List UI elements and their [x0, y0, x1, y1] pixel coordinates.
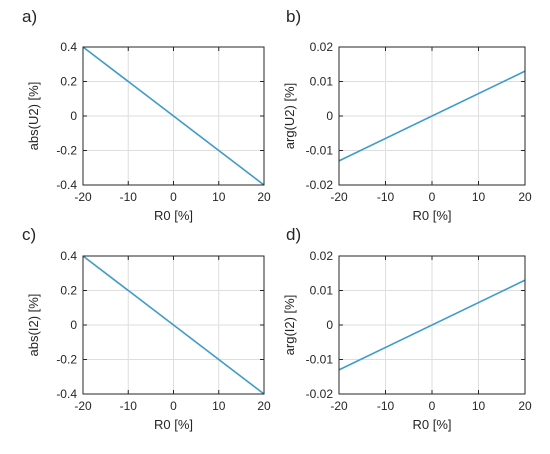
x-tick-label: 10 [472, 399, 486, 413]
x-tick-label: 0 [429, 399, 436, 413]
y-tick-label: 0.02 [310, 40, 334, 54]
x-tick-label: 20 [257, 190, 271, 204]
y-tick-label: 0.01 [310, 284, 334, 298]
y-tick-label: 0.4 [60, 40, 77, 54]
x-tick-label: -10 [377, 190, 395, 204]
y-tick-label: 0 [70, 109, 77, 123]
y-tick-label: -0.02 [306, 178, 334, 192]
x-tick-label: 0 [429, 190, 436, 204]
x-tick-label: 10 [212, 190, 226, 204]
y-tick-label: -0.01 [306, 353, 334, 367]
x-tick-label: -20 [74, 190, 92, 204]
panel-letter: a) [22, 7, 37, 26]
y-tick-label: 0.4 [60, 249, 77, 263]
x-tick-label: -10 [377, 399, 395, 413]
x-tick-label: 20 [518, 190, 532, 204]
x-axis-label: R0 [%] [412, 208, 451, 223]
y-axis-label: arg(I2) [%] [282, 295, 297, 356]
x-tick-label: -20 [74, 399, 92, 413]
y-tick-label: -0.01 [306, 144, 334, 158]
panel-3: c) -20 -10 0 10 20 -0.4 -0.2 0 0.2 0.4 R0 [%] abs(I2… [22, 225, 271, 432]
x-tick-label: 0 [170, 190, 177, 204]
x-tick-label: -20 [330, 399, 348, 413]
y-tick-label: 0.2 [60, 284, 77, 298]
x-tick-label: 10 [212, 399, 226, 413]
y-tick-label: 0 [326, 109, 333, 123]
x-axis-label: R0 [%] [154, 208, 193, 223]
y-tick-label: 0.02 [310, 249, 334, 263]
x-axis-label: R0 [%] [154, 417, 193, 432]
x-axis-label: R0 [%] [412, 417, 451, 432]
x-tick-label: 20 [518, 399, 532, 413]
panel-2: b) -20 -10 0 10 20 -0.02 -0.01 0 0.01 0.02 R0 [%] ar… [282, 7, 532, 223]
x-tick-label: 10 [472, 190, 486, 204]
x-tick-label: -20 [330, 190, 348, 204]
y-axis-label: abs(I2) [%] [26, 294, 41, 357]
series-line-1 [82, 255, 265, 395]
y-tick-label: 0 [70, 318, 77, 332]
series-line-1 [338, 279, 526, 371]
x-tick-label: 20 [257, 399, 271, 413]
x-tick-label: -10 [120, 190, 138, 204]
y-tick-label: -0.4 [56, 387, 77, 401]
y-tick-label: 0 [326, 318, 333, 332]
series-line-1 [82, 46, 265, 186]
series-line-1 [338, 70, 526, 162]
y-tick-label: -0.2 [56, 144, 77, 158]
panel-letter: c) [22, 225, 36, 244]
y-tick-label: 0.2 [60, 75, 77, 89]
panel-letter: b) [286, 7, 301, 26]
y-tick-label: -0.02 [306, 387, 334, 401]
x-tick-label: 0 [170, 399, 177, 413]
panel-1: a) -20 -10 0 10 20 -0.4 -0.2 0 0.2 0.4 R0 [%] abs(U2… [22, 7, 271, 223]
x-tick-label: -10 [120, 399, 138, 413]
y-axis-label: arg(U2) [%] [282, 83, 297, 149]
y-tick-label: -0.4 [56, 178, 77, 192]
y-tick-label: -0.2 [56, 353, 77, 367]
panel-4: d) -20 -10 0 10 20 -0.02 -0.01 0 0.01 0.02 R0 [%] ar… [282, 225, 532, 432]
y-tick-label: 0.01 [310, 75, 334, 89]
y-axis-label: abs(U2) [%] [26, 82, 41, 151]
panel-letter: d) [286, 225, 301, 244]
